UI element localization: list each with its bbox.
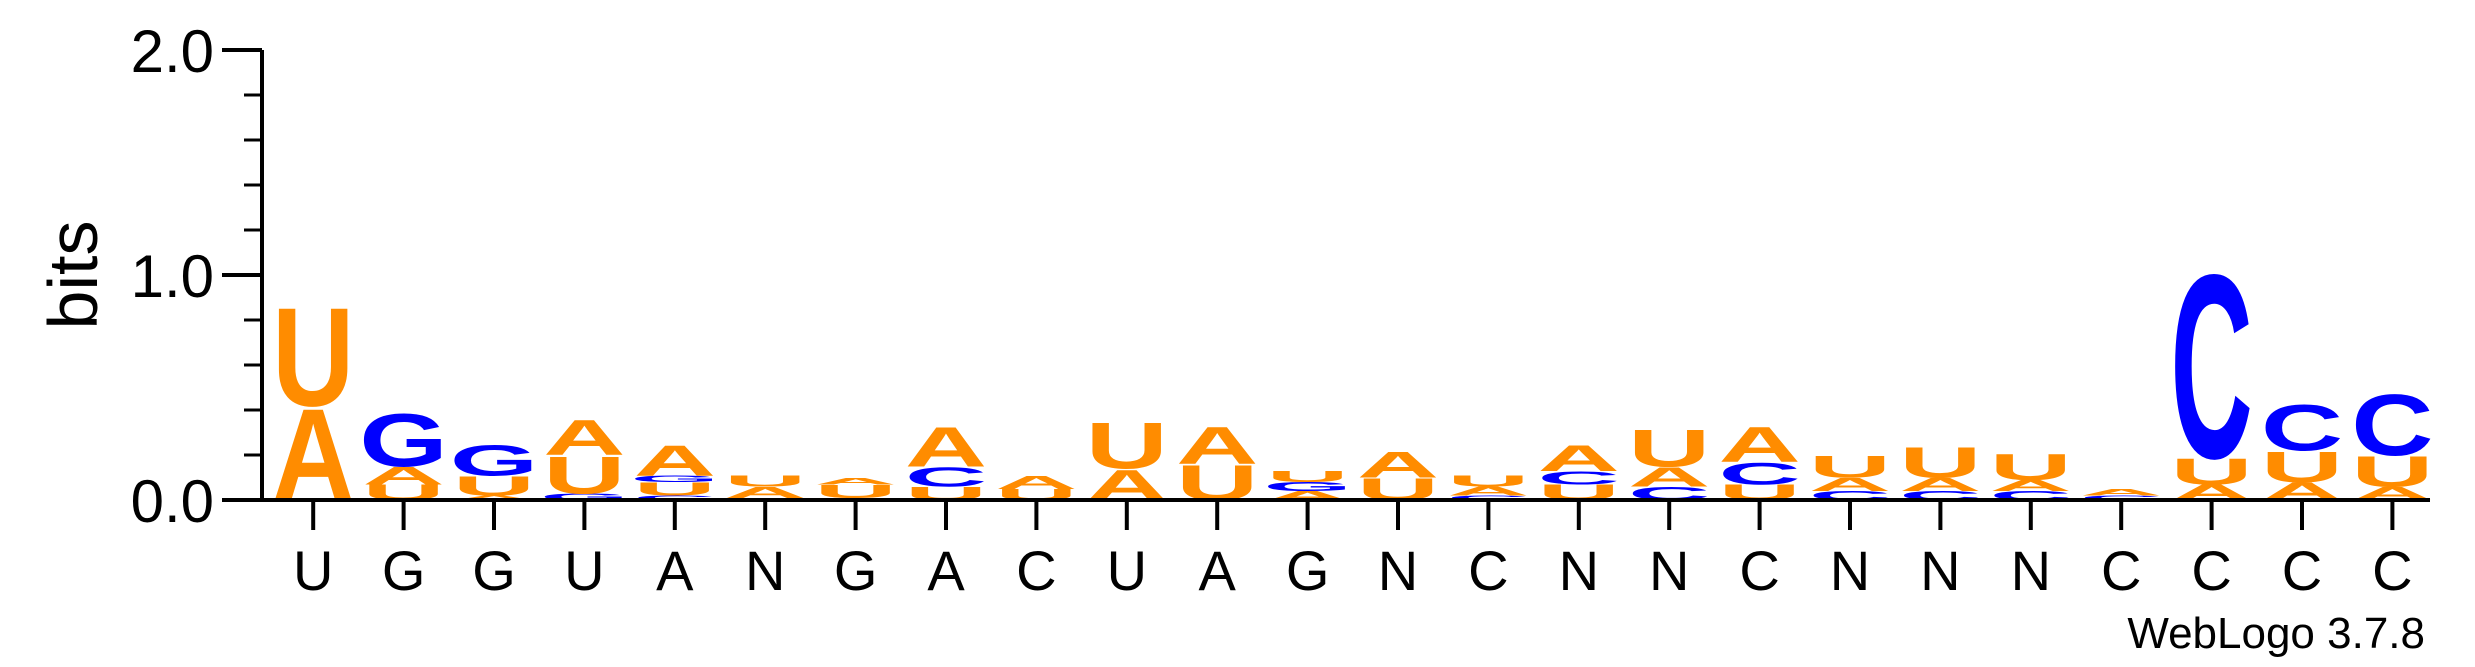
- logo-letter: G: [359, 399, 448, 482]
- x-tick-label: A: [656, 539, 694, 602]
- y-axis-label: bits: [34, 221, 112, 330]
- logo-letter: U: [724, 472, 806, 489]
- x-tick-label: G: [382, 539, 426, 602]
- logo-letter: A: [814, 476, 896, 486]
- x-tick-label: G: [472, 539, 516, 602]
- logo-letter: G: [450, 436, 539, 485]
- logo-letter: U: [1086, 409, 1168, 482]
- x-tick-label: N: [1830, 539, 1870, 602]
- logo-letter: U: [1628, 418, 1710, 477]
- logo-letter: C: [2261, 391, 2343, 464]
- x-tick-label: N: [745, 539, 785, 602]
- letter-stacks: AUUAGAUGGUACUGACAUCUAUCAUAAUUAAGUUACAUUC…: [272, 220, 2433, 529]
- logo-letter: A: [1718, 416, 1800, 472]
- x-tick-label: G: [834, 539, 878, 602]
- logo-letter: A: [1538, 437, 1620, 479]
- x-tick-label: C: [1739, 539, 1779, 602]
- x-tick-label: N: [1920, 539, 1960, 602]
- x-tick-label: N: [1649, 539, 1689, 602]
- y-tick-label: 0.0: [131, 468, 214, 535]
- y-tick-label: 2.0: [131, 18, 214, 85]
- x-tick-label: U: [293, 539, 333, 602]
- logo-letter: C: [2351, 376, 2433, 474]
- logo-letter: A: [543, 410, 625, 466]
- logo-letter: U: [272, 279, 354, 436]
- y-ticks: 0.0 1.0 2.0: [131, 18, 262, 535]
- x-tick-label: N: [1559, 539, 1599, 602]
- x-tick-label: U: [1107, 539, 1147, 602]
- logo-letter: A: [634, 436, 716, 485]
- logo-letter: C: [2170, 220, 2252, 513]
- x-tick-label: N: [1378, 539, 1418, 602]
- weblogo-credit: WebLogo 3.7.8: [2127, 609, 2425, 658]
- y-tick-label: 1.0: [131, 243, 214, 310]
- x-tick-label: A: [1199, 539, 1237, 602]
- logo-letter: A: [995, 472, 1077, 493]
- logo-letter: U: [1447, 472, 1529, 489]
- x-tick-label: N: [2011, 539, 2051, 602]
- logo-letter: U: [1899, 438, 1981, 487]
- logo-letter: A: [2080, 487, 2162, 497]
- x-tick-label: C: [2282, 539, 2322, 602]
- x-tick-label: G: [1286, 539, 1330, 602]
- x-tick-label: C: [2372, 539, 2412, 602]
- logo-letter: U: [1266, 468, 1348, 485]
- logo-letter: A: [1176, 416, 1258, 475]
- logo-letter: U: [1809, 449, 1891, 484]
- x-tick-label: C: [1016, 539, 1056, 602]
- x-tick-label: C: [2101, 539, 2141, 602]
- logo-letter: U: [1990, 446, 2072, 488]
- x-tick-label: C: [1468, 539, 1508, 602]
- x-tick-label: U: [564, 539, 604, 602]
- x-tick-label: A: [927, 539, 965, 602]
- x-tick-label: C: [2191, 539, 2231, 602]
- logo-letter: A: [1357, 443, 1439, 485]
- logo-letter: A: [905, 416, 987, 479]
